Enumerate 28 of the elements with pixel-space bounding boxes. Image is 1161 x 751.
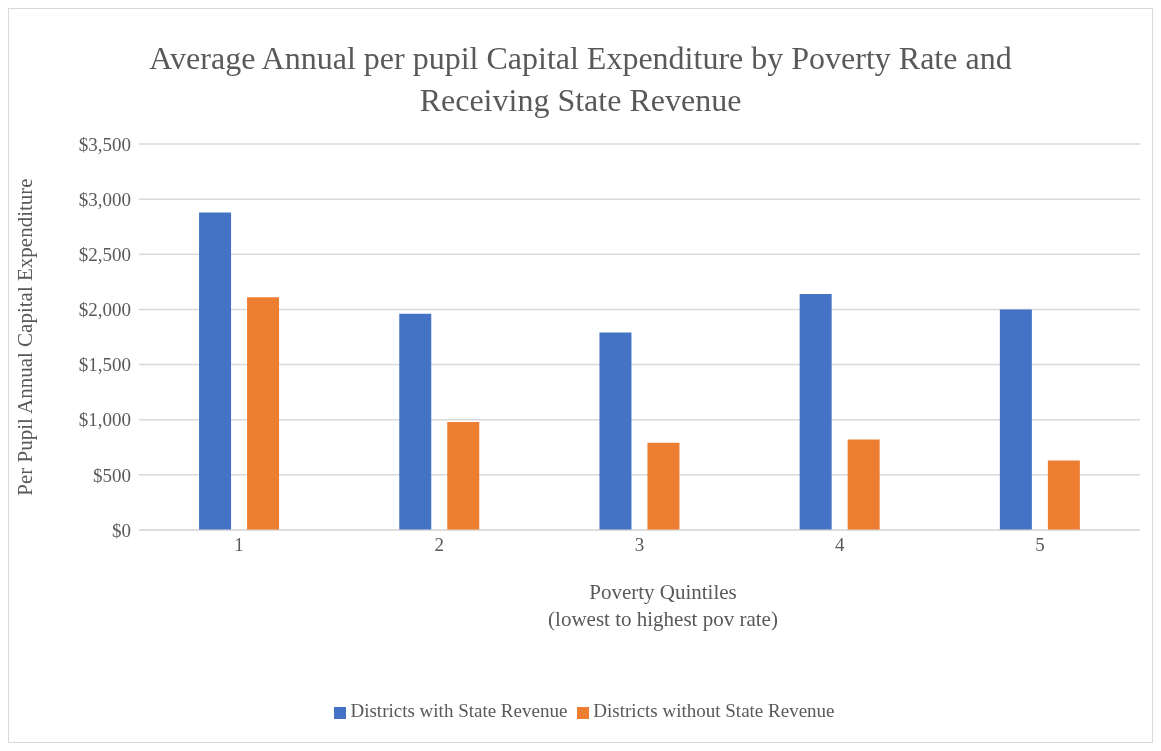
bar [447, 421, 480, 530]
x-tick-label: 1 [234, 534, 244, 556]
legend-label: Districts with State Revenue [350, 700, 568, 721]
y-axis-title: Per Pupil Annual Capital Expenditure [13, 178, 38, 496]
chart-title: Average Annual per pupil Capital Expenditure by Poverty Rate and Receiving State Revenue [148, 39, 1013, 120]
y-tick-label: $3,500 [78, 133, 131, 155]
bar [999, 309, 1032, 530]
y-tick-label: $2,000 [78, 299, 131, 321]
y-tick-label: $2,500 [78, 244, 131, 266]
x-tick-label: 3 [634, 534, 645, 556]
bar [199, 212, 232, 530]
bar [399, 313, 432, 530]
x-axis-title: Poverty Quintiles (lowest to highest pov rate) [547, 579, 779, 633]
bar [799, 293, 832, 530]
x-tick-label: 2 [434, 534, 445, 556]
bar [247, 297, 280, 530]
legend-label: Districts without State Revenue [593, 700, 835, 721]
y-tick-label: $3,000 [78, 188, 131, 210]
bar [1047, 460, 1080, 530]
y-tick-label: $1,500 [78, 354, 131, 376]
y-tick-label: $500 [93, 464, 131, 486]
y-tick-label: $1,000 [78, 409, 131, 431]
bar [599, 332, 632, 530]
bar [847, 439, 880, 530]
bar [647, 442, 680, 530]
y-tick-label: $0 [112, 519, 131, 541]
x-tick-label: 5 [1035, 534, 1045, 556]
x-tick-label: 4 [834, 534, 845, 556]
